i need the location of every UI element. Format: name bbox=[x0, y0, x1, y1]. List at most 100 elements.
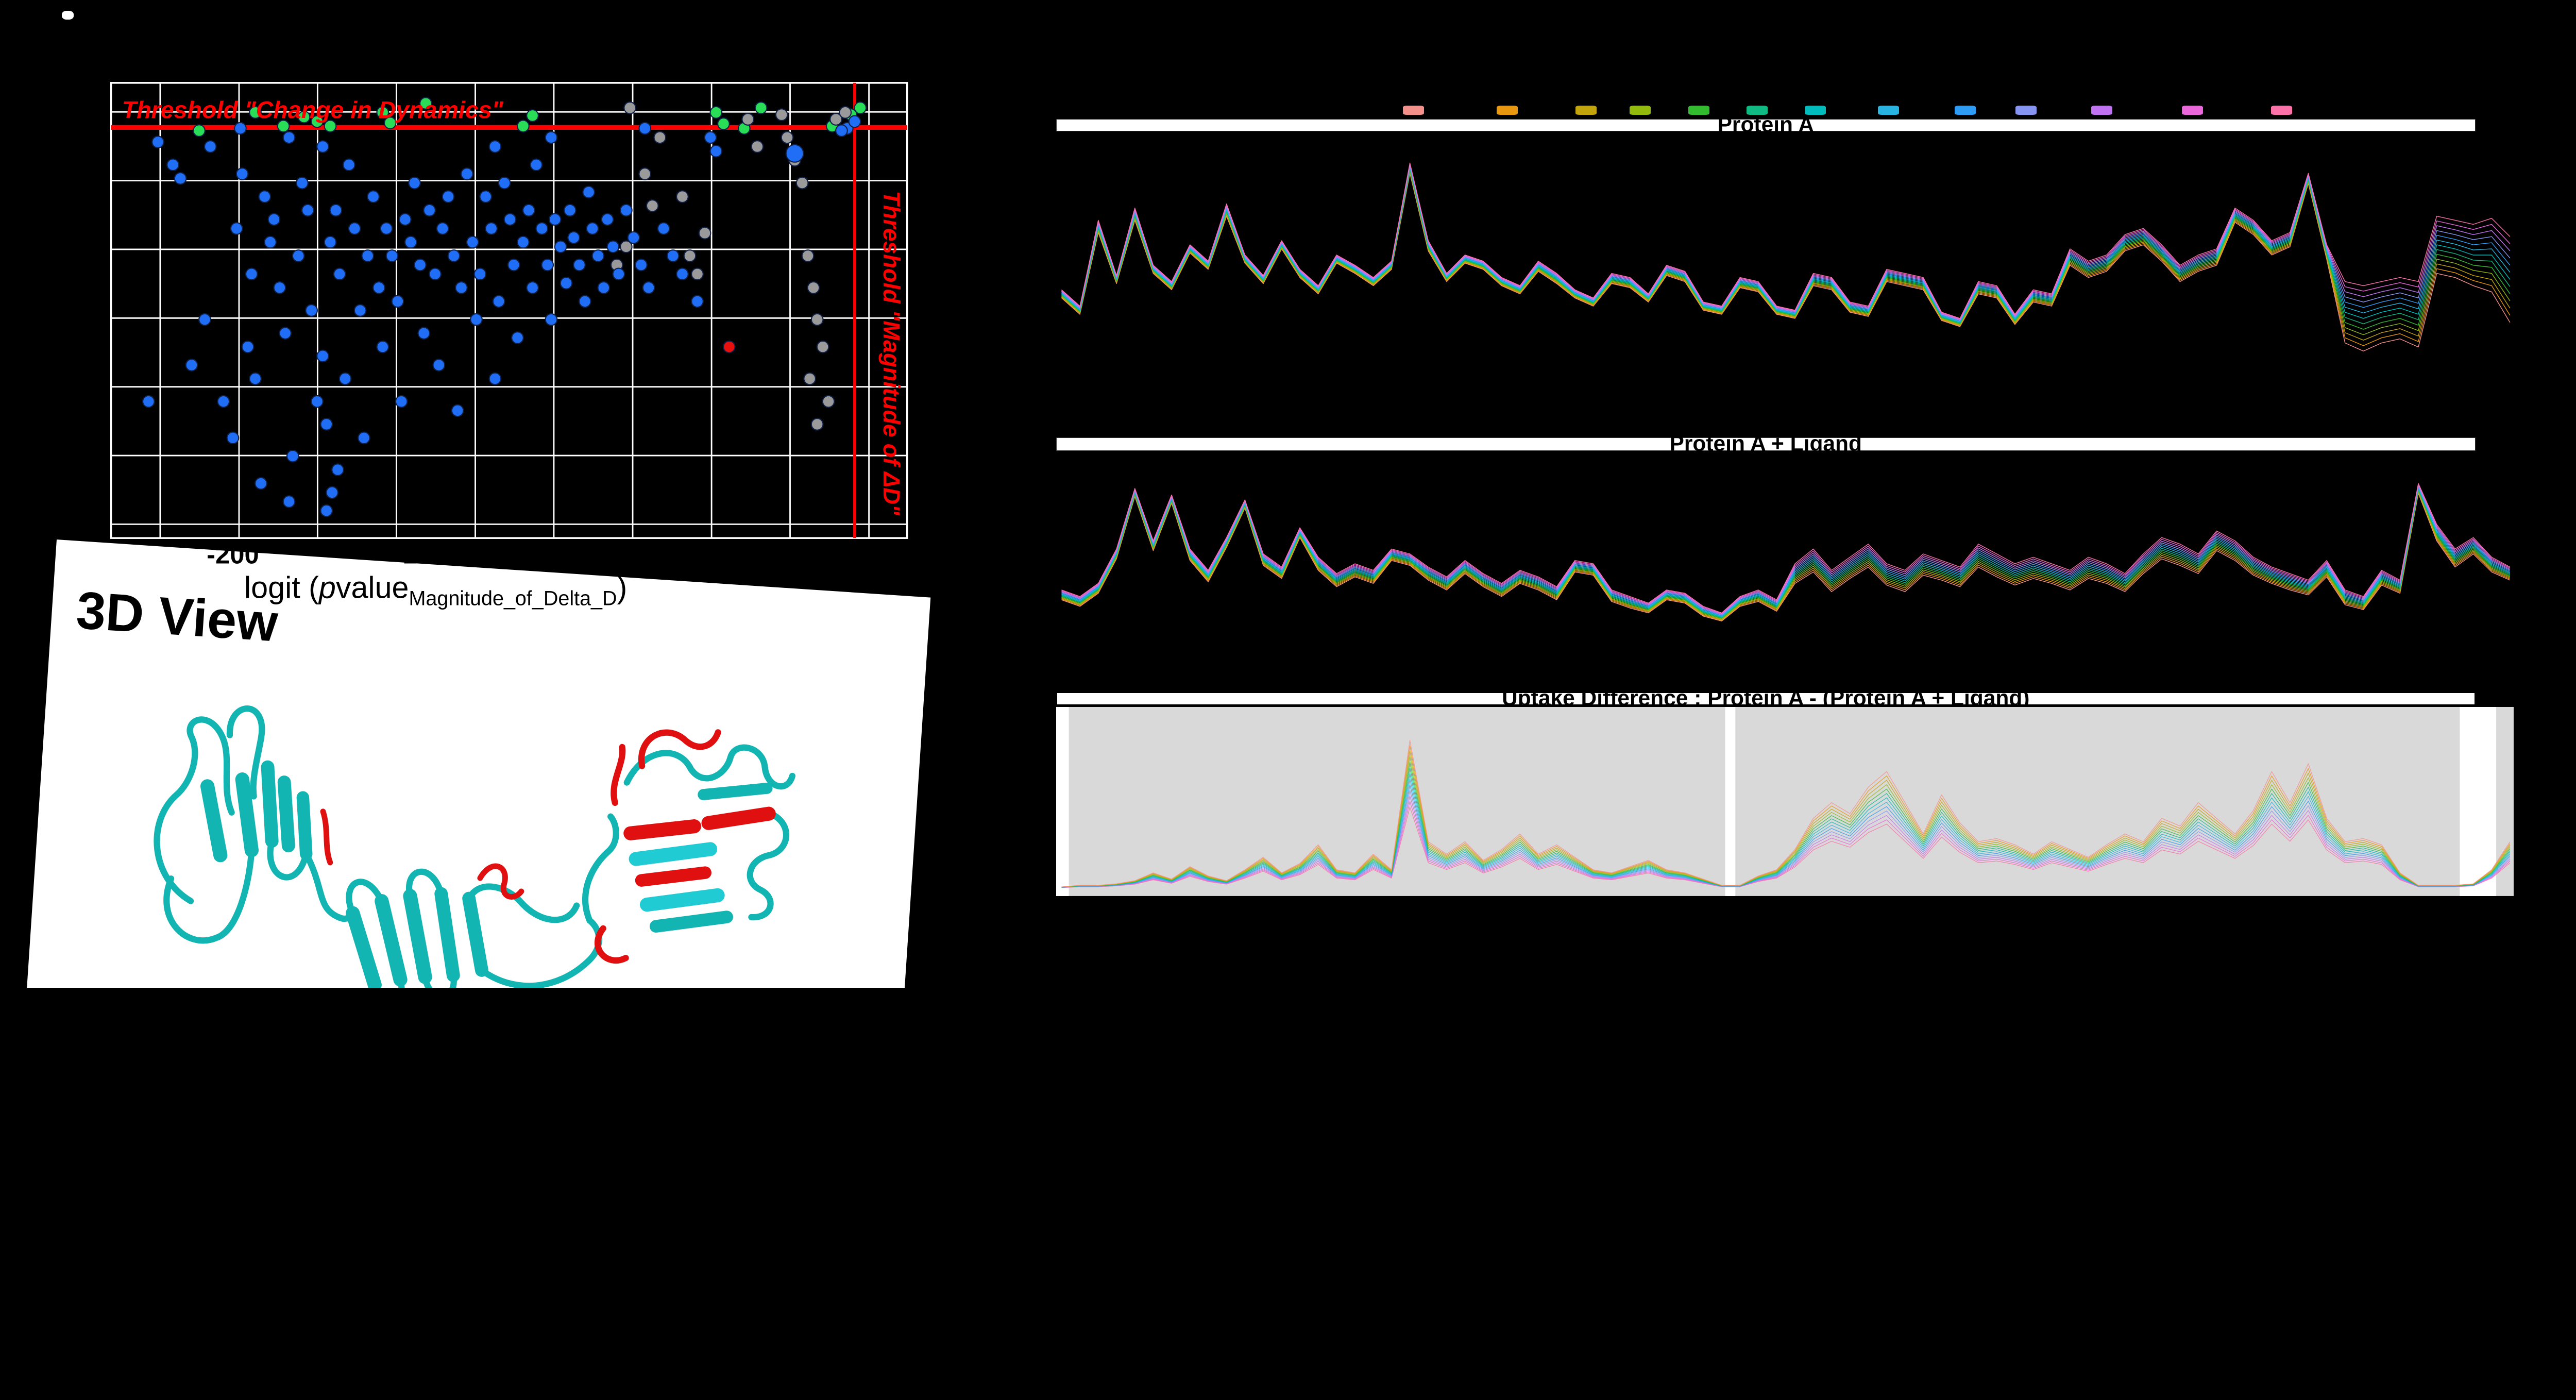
scatter-point-blue[interactable] bbox=[316, 349, 329, 363]
scatter-point-gray[interactable] bbox=[807, 281, 820, 294]
scatter-point-blue[interactable] bbox=[535, 222, 548, 235]
scatter-point-blue[interactable] bbox=[709, 144, 722, 158]
panel2-chart[interactable] bbox=[1056, 452, 2514, 651]
scatter-point-blue[interactable] bbox=[473, 267, 486, 281]
scatter-point-blue[interactable] bbox=[460, 167, 473, 180]
scatter-point-gray[interactable] bbox=[619, 240, 633, 254]
scatter-point-gray[interactable] bbox=[781, 131, 793, 144]
scatter-point-blue[interactable] bbox=[310, 395, 324, 408]
scatter-point-blue[interactable] bbox=[357, 431, 370, 445]
scatter-point-blue[interactable] bbox=[282, 495, 295, 508]
scatter-point-gray[interactable] bbox=[795, 176, 808, 190]
scatter-point-blue[interactable] bbox=[204, 140, 217, 153]
scatter-point-gray[interactable] bbox=[638, 167, 651, 180]
scatter-point-blue[interactable] bbox=[342, 158, 355, 172]
scatter-point-green[interactable] bbox=[376, 106, 389, 119]
legend-dash-timepoint-12[interactable] bbox=[2181, 105, 2203, 115]
scatter-point-blue[interactable] bbox=[606, 240, 619, 254]
scatter-point-blue[interactable] bbox=[540, 258, 554, 272]
scatter-point-blue[interactable] bbox=[286, 449, 299, 463]
scatter-point-gray[interactable] bbox=[653, 131, 666, 144]
scatter-point-gray[interactable] bbox=[816, 340, 829, 353]
scatter-point-blue[interactable] bbox=[376, 340, 389, 353]
scatter-point-blue[interactable] bbox=[301, 204, 314, 217]
scatter-point-blue[interactable] bbox=[235, 167, 248, 180]
legend-dash-timepoint-9[interactable] bbox=[1954, 105, 1976, 115]
scatter-point-blue[interactable] bbox=[353, 304, 366, 317]
scatter-point-green[interactable] bbox=[717, 117, 730, 130]
scatter-point-blue[interactable] bbox=[166, 158, 179, 172]
scatter-point-blue[interactable] bbox=[563, 204, 577, 217]
scatter-point-blue[interactable] bbox=[690, 295, 704, 308]
scatter-point-blue[interactable] bbox=[245, 267, 258, 281]
scatter-point-gray[interactable] bbox=[646, 199, 659, 212]
scatter-point-gray[interactable] bbox=[838, 106, 852, 119]
scatter-point-blue[interactable] bbox=[545, 313, 557, 326]
legend-dash-timepoint-13[interactable] bbox=[2270, 105, 2292, 115]
legend-dash-timepoint-3[interactable] bbox=[1575, 105, 1597, 115]
scatter-point-gray[interactable] bbox=[690, 267, 704, 281]
scatter-point-blue[interactable] bbox=[442, 190, 454, 203]
scatter-point-blue[interactable] bbox=[278, 327, 292, 340]
scatter-point-blue[interactable] bbox=[258, 190, 271, 203]
volcano-plot[interactable]: Threshold "Change in Dynamics" Threshold… bbox=[102, 69, 921, 622]
scatter-point-green[interactable] bbox=[526, 109, 539, 122]
scatter-point-blue[interactable] bbox=[385, 249, 398, 262]
scatter-point-blue[interactable] bbox=[432, 359, 445, 372]
scatter-point-blue[interactable] bbox=[466, 235, 479, 249]
legend-dash-timepoint-5[interactable] bbox=[1688, 105, 1709, 115]
scatter-point-gray[interactable] bbox=[698, 226, 711, 240]
scatter-point-blue[interactable] bbox=[428, 267, 442, 281]
scatter-point-blue[interactable] bbox=[848, 115, 861, 128]
scatter-point-blue[interactable] bbox=[601, 213, 614, 226]
protein-ribbon-viewport[interactable] bbox=[74, 625, 873, 988]
scatter-point-gray[interactable] bbox=[822, 395, 835, 408]
scatter-point-blue[interactable] bbox=[319, 417, 333, 431]
scatter-point-blue[interactable] bbox=[582, 185, 595, 199]
legend-dash-timepoint-1[interactable] bbox=[1402, 105, 1424, 115]
scatter-point-blue[interactable] bbox=[526, 281, 539, 294]
scatter-point-green[interactable] bbox=[383, 116, 397, 129]
scatter-point-blue[interactable] bbox=[638, 122, 651, 135]
scatter-point-gray[interactable] bbox=[810, 417, 824, 431]
scatter-point-blue[interactable] bbox=[316, 140, 329, 153]
legend-dash-timepoint-8[interactable] bbox=[1877, 105, 1899, 115]
panel1-chart[interactable] bbox=[1056, 134, 2514, 382]
scatter-point-blue[interactable] bbox=[578, 295, 591, 308]
scatter-point-blue[interactable] bbox=[282, 131, 295, 144]
scatter-point-green[interactable] bbox=[192, 124, 206, 137]
scatter-point-blue[interactable] bbox=[447, 249, 460, 262]
scatter-point-gray[interactable] bbox=[803, 372, 816, 385]
scatter-point-blue[interactable] bbox=[642, 281, 655, 294]
scatter-point-blue[interactable] bbox=[469, 313, 483, 326]
scatter-point-blue[interactable] bbox=[391, 295, 404, 308]
scatter-point-blue[interactable] bbox=[361, 249, 374, 262]
scatter-point-green[interactable] bbox=[324, 120, 336, 133]
scatter-point-blue[interactable] bbox=[597, 281, 610, 294]
legend-dash-timepoint-7[interactable] bbox=[1805, 105, 1826, 115]
scatter-point-blue[interactable] bbox=[627, 231, 640, 244]
scatter-point-blue[interactable] bbox=[333, 267, 346, 281]
scatter-point-blue[interactable] bbox=[488, 140, 501, 153]
scatter-point-blue[interactable] bbox=[530, 158, 543, 172]
scatter-point-blue[interactable] bbox=[492, 295, 505, 308]
legend-dash-timepoint-4[interactable] bbox=[1629, 105, 1651, 115]
scatter-point-blue[interactable] bbox=[560, 277, 572, 290]
scatter-point-gray[interactable] bbox=[829, 113, 842, 126]
scatter-point-blue[interactable] bbox=[230, 222, 243, 235]
scatter-point-blue[interactable] bbox=[233, 122, 247, 135]
scatter-point-blue[interactable] bbox=[295, 176, 309, 190]
scatter-point-blue[interactable] bbox=[398, 213, 412, 226]
scatter-point-gray[interactable] bbox=[751, 140, 764, 153]
scatter-point-blue[interactable] bbox=[226, 431, 239, 445]
scatter-point-blue[interactable] bbox=[263, 235, 277, 249]
scatter-point-blue[interactable] bbox=[417, 327, 430, 340]
scatter-point-blue[interactable] bbox=[216, 395, 230, 408]
scatter-point-gray[interactable] bbox=[801, 249, 814, 262]
scatter-point-gray[interactable] bbox=[683, 249, 696, 262]
scatter-point-blue[interactable] bbox=[241, 340, 254, 353]
scatter-point-blue[interactable] bbox=[348, 222, 361, 235]
scatter-point-blue[interactable] bbox=[395, 395, 408, 408]
scatter-point-blue[interactable] bbox=[522, 204, 535, 217]
scatter-point-blue[interactable] bbox=[324, 235, 336, 249]
